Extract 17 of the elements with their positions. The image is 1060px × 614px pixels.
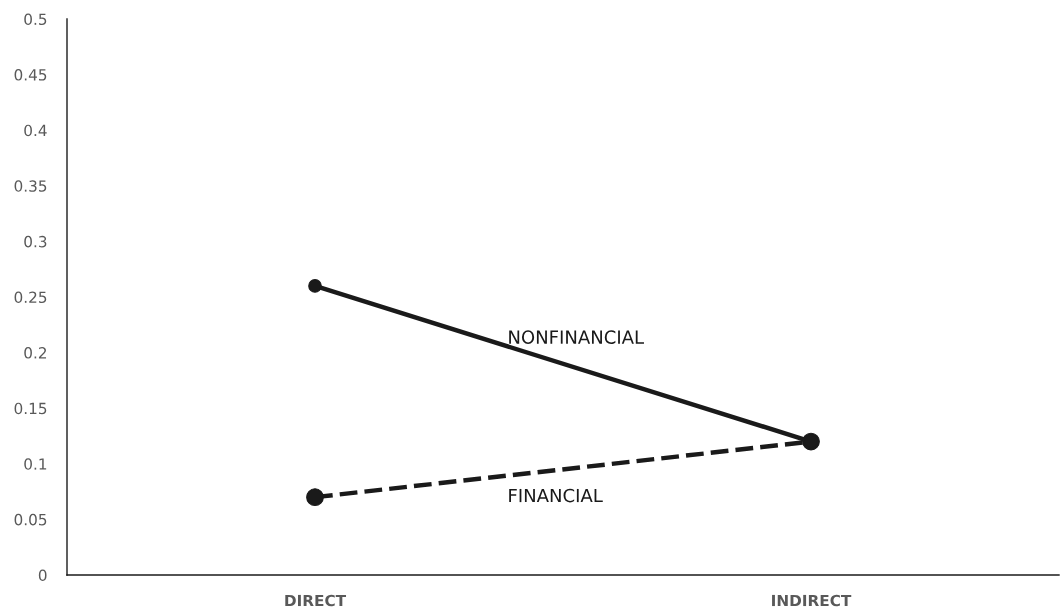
y-tick-label: 0.3 bbox=[24, 235, 47, 248]
point bbox=[306, 488, 324, 507]
series-label: FINANCIAL bbox=[509, 488, 603, 503]
y-tick-label: 0.4 bbox=[24, 124, 47, 137]
y-tick-label: 0.45 bbox=[14, 69, 47, 81]
x-tick-label: INDIRECT bbox=[772, 594, 852, 607]
y-tick-label: 0.05 bbox=[14, 513, 47, 526]
y-tick-label: 0.5 bbox=[24, 13, 47, 26]
y-tick-label: 0 bbox=[38, 569, 47, 582]
y-tick-label: 0.25 bbox=[14, 291, 47, 304]
series-label: NONFINANCIAL bbox=[509, 330, 644, 344]
y-tick-label: 0.15 bbox=[14, 402, 47, 415]
y-tick-label: 0.1 bbox=[24, 458, 47, 470]
y-tick-label: 0.2 bbox=[24, 347, 47, 359]
point bbox=[308, 279, 322, 293]
x-tick-label: DIRECT bbox=[285, 594, 347, 607]
y-tick-label: 0.35 bbox=[14, 180, 47, 192]
